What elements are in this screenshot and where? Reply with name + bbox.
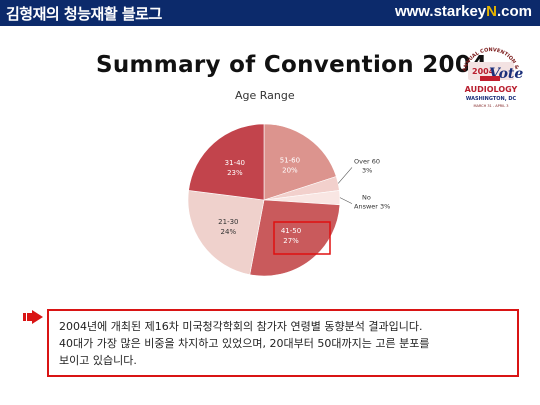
pie-slice-21-30 (187, 190, 265, 276)
logo-dates: MARCH 31 - APRIL 3 (473, 104, 508, 108)
header-bar: 김형재의 청능재활 블로그 www.starkeyN.com (0, 0, 540, 26)
pie-label-21-30: 21-30 (218, 218, 238, 226)
convention-logo: 17th ANNUAL CONVENTION & EXPO 2004 Vote … (456, 40, 523, 108)
pie-value-31-40: 23% (227, 169, 243, 177)
pie-label-31-40: 31-40 (225, 159, 245, 167)
logo-audiology: AUDIOLOGY (465, 85, 518, 94)
highlight-box-41-50 (273, 221, 331, 255)
pie-label-over-60: Over 60 (354, 157, 380, 165)
pie-label-no-answer-line1: No (362, 194, 371, 202)
pie-value-over-60: 3% (362, 166, 372, 174)
pie-slice-51-60 (263, 123, 337, 201)
slide-title: Summary of Convention 2004 (96, 52, 488, 78)
pie-slice-41-50 (249, 199, 341, 277)
logo-location: WASHINGTON, DC (466, 96, 517, 102)
pie-leader-over-60 (337, 167, 353, 184)
site-url-suffix: .com (496, 3, 532, 20)
pie-value-41-50: 27% (283, 237, 299, 245)
pie-label-51-60: 51-60 (280, 156, 300, 164)
pie-label-41-50: 41-50 (281, 227, 301, 235)
pie-value-51-60: 20% (282, 166, 298, 174)
pie-label-no-answer-line2: Answer 3% (354, 203, 390, 211)
logo-year: 2004 (472, 67, 495, 76)
logo-banner (468, 62, 514, 80)
site-url-accent: N (486, 3, 497, 20)
pie-slice-31-40 (188, 123, 265, 201)
logo-flag-stripe (480, 76, 500, 81)
note-line-2: 40대가 가장 많은 비중을 차지하고 있었으며, 20대부터 50대까지는 고… (59, 337, 430, 350)
site-url[interactable]: www.starkeyN.com (395, 3, 532, 20)
red-arrow-icon (23, 310, 43, 324)
note-line-1: 2004년에 개최된 제16차 미국청각학회의 참가자 연령별 동향분석 결과입… (59, 320, 423, 333)
chart-title: Age Range (235, 89, 295, 102)
summary-note-box: 2004년에 개최된 제16차 미국청각학회의 참가자 연령별 동향분석 결과입… (47, 309, 519, 377)
pie-value-21-30: 24% (221, 228, 237, 236)
pie-leader-no-answer (339, 197, 353, 204)
blog-title[interactable]: 김형재의 청능재활 블로그 (6, 5, 162, 23)
site-url-prefix: www.starkey (394, 3, 487, 20)
note-line-3: 보이고 있습니다. (59, 354, 137, 367)
